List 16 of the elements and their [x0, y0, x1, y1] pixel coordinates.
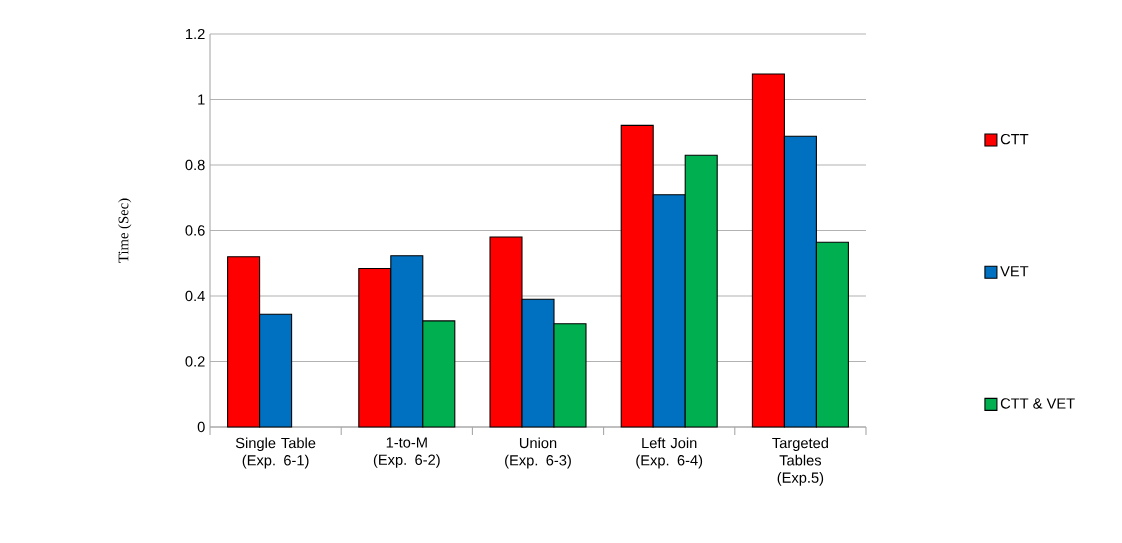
x-tick-label: 1-to-M (Exp. 6-2) [373, 437, 440, 468]
y-tick-label: 1.2 [186, 28, 205, 40]
legend-label: CTT [1000, 133, 1029, 145]
y-tick-label: 0 [197, 421, 205, 433]
y-tick-label: 0.4 [185, 290, 205, 302]
legend-label: CTT & VET [1000, 398, 1075, 409]
legend-label: VET [1000, 266, 1029, 277]
y-tick-label: 1 [198, 94, 205, 105]
y-tick-label: 0.8 [185, 159, 205, 171]
x-tick-label: Targeted Tables (Exp.5) [772, 437, 828, 486]
x-tick-label: Union (Exp. 6-3) [505, 437, 571, 469]
y-tick-label: 0.2 [185, 356, 205, 367]
y-tick-label: 0.6 [185, 225, 205, 236]
x-tick-label: Left Join (Exp. 6-4) [636, 437, 703, 469]
y-axis-title: Time (Sec) [118, 198, 132, 263]
x-tick-label: Single Table (Exp. 6-1) [235, 437, 316, 469]
